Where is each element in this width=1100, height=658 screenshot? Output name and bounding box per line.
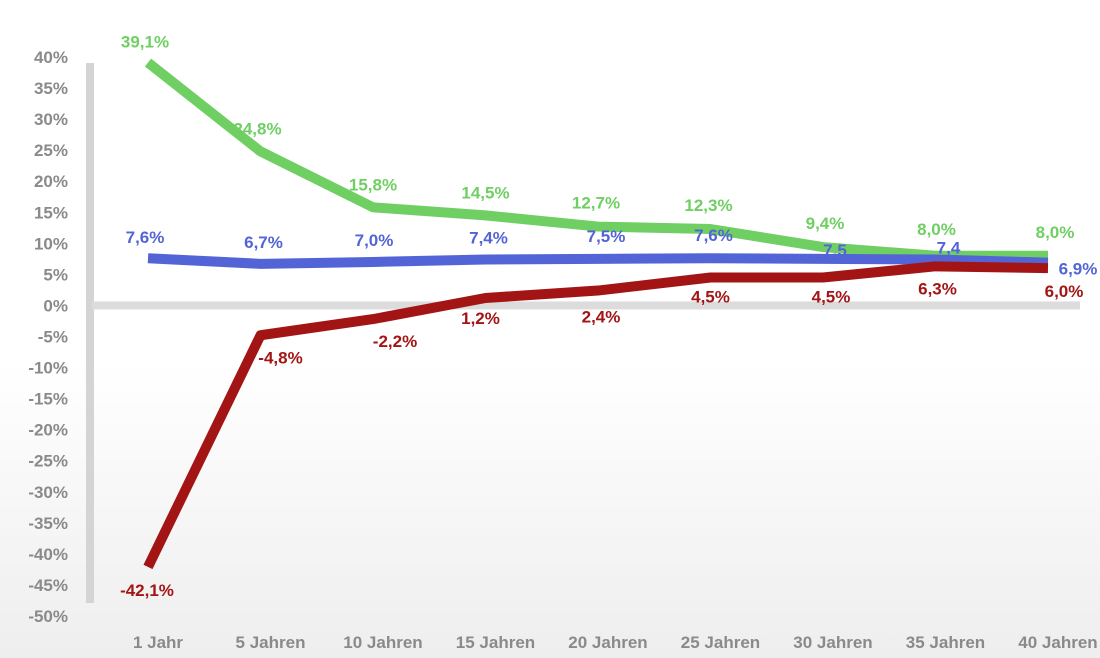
x-tick-label: 15 Jahren <box>456 633 535 652</box>
y-tick-label: -50% <box>28 607 68 626</box>
data-label-blue: 7,5 <box>823 241 847 260</box>
y-tick-label: 15% <box>34 203 68 222</box>
y-tick-label: -40% <box>28 545 68 564</box>
data-label-blue: 7,6% <box>694 226 733 245</box>
data-label-red: 4,5% <box>691 287 730 306</box>
y-tick-label: -45% <box>28 576 68 595</box>
y-tick-label: -35% <box>28 514 68 533</box>
y-tick-label: 20% <box>34 172 68 191</box>
data-label-red: -2,2% <box>373 332 417 351</box>
data-label-green: 14,5% <box>461 183 509 202</box>
y-tick-label: -25% <box>28 452 68 471</box>
data-label-green: 39,1% <box>121 33 169 52</box>
data-label-red: 4,5% <box>812 287 851 306</box>
data-label-red: 6,3% <box>918 279 957 298</box>
y-tick-label: -20% <box>28 421 68 440</box>
x-tick-label: 10 Jahren <box>343 633 422 652</box>
data-label-red: -42,1% <box>120 581 174 600</box>
x-axis-tick-labels: 1 Jahr 5 Jahren 10 Jahren 15 Jahren 20 Jahre… <box>133 633 1098 652</box>
y-tick-label: 10% <box>34 234 68 253</box>
y-tick-label: 30% <box>34 110 68 129</box>
axes <box>86 63 1080 603</box>
y-tick-label: -15% <box>28 390 68 409</box>
y-tick-label: 0% <box>43 296 68 315</box>
y-tick-label: -10% <box>28 359 68 378</box>
series-line-blue <box>147 253 1049 269</box>
data-label-red: 2,4% <box>582 308 621 327</box>
y-axis-tick-labels: 40% 35% 30% 25% 20% 15% 10% 5% 0% -5% -10% -15% -20%… <box>28 48 68 626</box>
data-label-blue: 6,7% <box>244 233 283 252</box>
data-label-green: 8,0% <box>1036 223 1075 242</box>
y-tick-label: -5% <box>38 328 68 347</box>
data-label-blue: 7,4 <box>937 238 961 257</box>
data-label-blue: 7,4% <box>469 228 508 247</box>
data-label-blue: 6,9% <box>1059 260 1098 279</box>
data-label-green: 15,8% <box>349 175 397 194</box>
series-line-red <box>143 261 1049 570</box>
series-lines <box>143 58 1049 570</box>
y-tick-label: 35% <box>34 79 68 98</box>
data-label-blue: 7,5% <box>587 227 626 246</box>
data-label-blue: 7,0% <box>355 231 394 250</box>
data-label-red: 1,2% <box>461 309 500 328</box>
data-label-green: 8,0% <box>917 220 956 239</box>
y-tick-label: 5% <box>43 265 68 284</box>
x-tick-label: 20 Jahren <box>568 633 647 652</box>
x-tick-label: 40 Jahren <box>1018 633 1097 652</box>
data-label-green: 9,4% <box>806 214 845 233</box>
y-tick-label: -30% <box>28 483 68 502</box>
y-tick-label: 25% <box>34 141 68 160</box>
data-label-green: 24,8% <box>233 119 281 138</box>
data-label-green: 12,3% <box>684 196 732 215</box>
x-tick-label: 35 Jahren <box>906 633 985 652</box>
y-tick-label: 40% <box>34 48 68 67</box>
data-label-green: 12,7% <box>572 194 620 213</box>
data-labels: 39,1% 24,8% 15,8% 14,5% 12,7% 12,3% 9,4% 8,0% 8,… <box>120 33 1097 600</box>
series-line-green <box>144 58 1048 261</box>
x-tick-label: 5 Jahren <box>236 633 306 652</box>
y-axis-line <box>86 63 94 603</box>
x-tick-label: 25 Jahren <box>681 633 760 652</box>
zero-baseline <box>92 301 1080 310</box>
data-label-blue: 7,6% <box>126 228 165 247</box>
x-tick-label: 1 Jahr <box>133 633 183 652</box>
data-label-red: 6,0% <box>1045 282 1084 301</box>
data-label-red: -4,8% <box>258 348 302 367</box>
x-tick-label: 30 Jahren <box>793 633 872 652</box>
